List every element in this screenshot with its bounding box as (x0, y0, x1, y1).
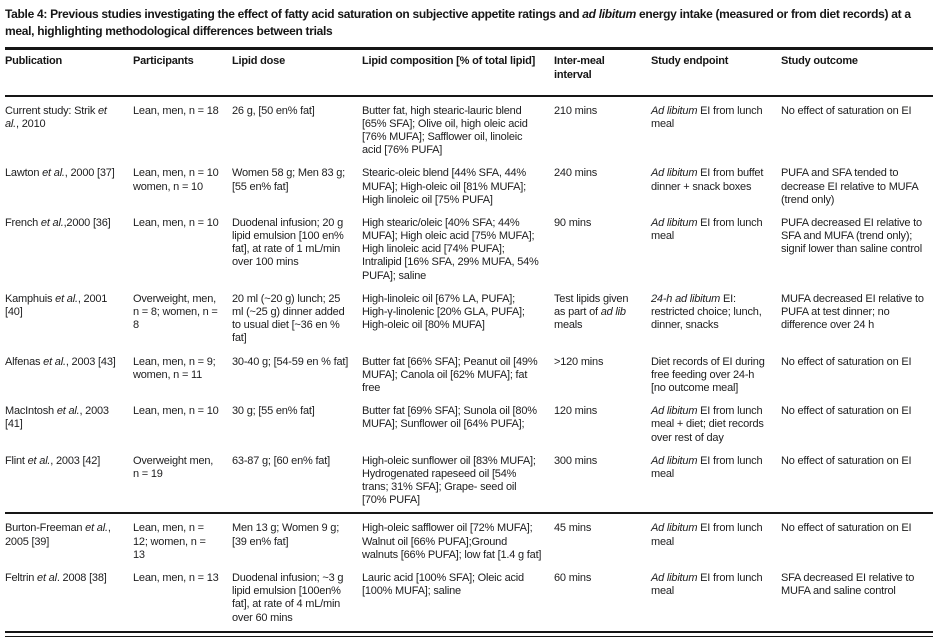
cell-publication: Burton-Freeman et al., 2005 [39] (5, 512, 133, 567)
cell-participants: Lean, men, n = 10 (133, 405, 219, 418)
column-header-publication: Publication (5, 47, 133, 97)
cell-study-endpoint: Ad libitum EI from lunch meal (651, 104, 763, 130)
cell-publication: Flint et al., 2003 [42] (5, 454, 101, 467)
cell-publication: Alfenas et al., 2003 [43] (5, 355, 116, 368)
table-row: Feltrin et al. 2008 [38] Lean, men, n = … (5, 567, 933, 630)
table-bottom-rule (5, 630, 933, 637)
cell-lipid-dose: 26 g, [50 en% fat] (232, 104, 315, 117)
cell-publication: Feltrin et al. 2008 [38] (5, 572, 107, 584)
table-row: Flint et al., 2003 [42] Overweight men, … (5, 450, 933, 514)
cell-lipid-composition: Stearic-oleic blend [44% SFA, 44% MUFA];… (362, 167, 526, 206)
cell-study-outcome: No effect of saturation on EI (781, 104, 912, 117)
cell-inter-meal-interval: 240 mins (554, 167, 598, 180)
cell-study-outcome: SFA decreased EI relative to MUFA and sa… (781, 572, 915, 598)
cell-study-endpoint: Ad libitum EI from lunch meal (651, 512, 781, 567)
cell-lipid-dose: Duodenal infusion; 20 g lipid emulsion [… (232, 216, 344, 269)
cell-lipid-composition: High-linoleic oil [67% LA, PUFA]; High-γ… (362, 292, 525, 332)
column-header-lipid-dose: Lipid dose (232, 47, 362, 97)
table-row: Burton-Freeman et al., 2005 [39] Lean, m… (5, 512, 933, 567)
cell-participants: Lean, men, n = 9; women, n = 11 (133, 355, 216, 381)
cell-lipid-dose: 20 ml (~20 g) lunch; 25 ml (~25 g) dinne… (232, 292, 345, 345)
cell-publication: Kamphuis et al., 2001 [40] (5, 292, 108, 318)
column-header-inter-meal-interval: Inter-meal interval (554, 47, 651, 97)
cell-study-outcome: No effect of saturation on EI (781, 454, 912, 467)
cell-participants: Overweight, men, n = 8; women, n = 8 (133, 292, 218, 332)
studies-table: Publication Participants Lipid dose Lipi… (5, 47, 933, 630)
column-header-participants: Participants (133, 47, 232, 97)
cell-inter-meal-interval: 60 mins (554, 572, 592, 584)
cell-inter-meal-interval: 210 mins (554, 104, 598, 117)
cell-lipid-dose: 30-40 g; [54-59 en % fat] (232, 355, 349, 368)
cell-study-outcome: No effect of saturation on EI (781, 512, 933, 567)
table-row: Alfenas et al., 2003 [43] Lean, men, n =… (5, 351, 933, 401)
column-header-study-outcome: Study outcome (781, 47, 933, 97)
table-row: MacIntosh et al., 2003 [41] Lean, men, n… (5, 400, 933, 450)
cell-lipid-dose: Women 58 g; Men 83 g; [55 en% fat] (232, 167, 345, 193)
cell-participants: Lean, men, n = 12; women, n = 13 (133, 512, 232, 567)
table-body-main: Current study: Strik et al., 2010 Lean, … (5, 96, 933, 514)
cell-inter-meal-interval: 45 mins (554, 512, 651, 567)
cell-study-endpoint: Ad libitum EI from lunch meal (651, 454, 763, 480)
header-row: Publication Participants Lipid dose Lipi… (5, 47, 933, 97)
table-title: Table 4: Previous studies investigating … (5, 7, 911, 39)
column-header-study-endpoint: Study endpoint (651, 47, 781, 97)
cell-inter-meal-interval: 120 mins (554, 405, 598, 418)
cell-lipid-composition: Lauric acid [100% SFA]; Oleic acid [100%… (362, 572, 524, 598)
table-row: Kamphuis et al., 2001 [40] Overweight, m… (5, 288, 933, 351)
cell-lipid-dose: Men 13 g; Women 9 g; [39 en% fat] (232, 512, 362, 567)
cell-study-outcome: No effect of saturation on EI (781, 355, 912, 368)
table-header: Publication Participants Lipid dose Lipi… (5, 47, 933, 97)
table-row: Lawton et al., 2000 [37] Lean, men, n = … (5, 162, 933, 212)
cell-study-outcome: MUFA decreased EI relative to PUFA at te… (781, 292, 924, 332)
cell-inter-meal-interval: 300 mins (554, 454, 598, 467)
cell-participants: Overweight men, n = 19 (133, 454, 214, 480)
cell-study-endpoint: Ad libitum EI from lunch meal + diet; di… (651, 405, 764, 444)
cell-study-endpoint: Ad libitum EI from lunch meal (651, 216, 763, 243)
cell-publication: MacIntosh et al., 2003 [41] (5, 405, 109, 431)
cell-lipid-dose: Duodenal infusion; ~3 g lipid emulsion [… (232, 572, 344, 624)
cell-inter-meal-interval: Test lipids given as part of ad lib meal… (554, 292, 629, 332)
cell-publication: Current study: Strik et al., 2010 (5, 104, 107, 130)
cell-participants: Lean, men, n = 10 women, n = 10 (133, 167, 219, 193)
cell-publication: French et al.,2000 [36] (5, 216, 111, 229)
cell-study-outcome: No effect of saturation on EI (781, 405, 912, 418)
cell-lipid-composition: High-oleic safflower oil [72% MUFA]; Wal… (362, 512, 554, 567)
cell-participants: Lean, men, n = 13 (133, 572, 219, 584)
table-row: Current study: Strik et al., 2010 Lean, … (5, 96, 933, 163)
cell-inter-meal-interval: >120 mins (554, 355, 604, 368)
cell-study-endpoint: Ad libitum EI from lunch meal (651, 572, 763, 598)
cell-lipid-dose: 63-87 g; [60 en% fat] (232, 454, 330, 467)
cell-lipid-dose: 30 g; [55 en% fat] (232, 405, 315, 418)
cell-participants: Lean, men, n = 18 (133, 104, 219, 117)
cell-lipid-composition: Butter fat [66% SFA]; Peanut oil [49% MU… (362, 355, 538, 394)
cell-inter-meal-interval: 90 mins (554, 216, 592, 229)
cell-study-endpoint: Ad libitum EI from buffet dinner + snack… (651, 167, 764, 193)
column-header-lipid-composition: Lipid composition [% of total lipid] (362, 47, 554, 97)
table-body-bottom: Burton-Freeman et al., 2005 [39] Lean, m… (5, 512, 933, 630)
cell-study-outcome: PUFA and SFA tended to decrease EI relat… (781, 167, 918, 206)
cell-lipid-composition: High-oleic sunflower oil [83% MUFA]; Hyd… (362, 454, 536, 507)
cell-study-endpoint: Diet records of EI during free feeding o… (651, 355, 765, 394)
cell-publication: Lawton et al., 2000 [37] (5, 167, 115, 180)
cell-lipid-composition: Butter fat, high stearic-lauric blend [6… (362, 104, 528, 157)
cell-study-endpoint: 24-h ad libitum EI: restricted choice; l… (651, 292, 762, 332)
table-row: French et al.,2000 [36] Lean, men, n = 1… (5, 212, 933, 288)
cell-study-outcome: PUFA decreased EI relative to SFA and MU… (781, 216, 922, 256)
cell-lipid-composition: Butter fat [69% SFA]; Sunola oil [80% MU… (362, 405, 537, 431)
cell-participants: Lean, men, n = 10 (133, 216, 219, 229)
cell-lipid-composition: High stearic/oleic [40% SFA; 44% MUFA]; … (362, 216, 539, 282)
